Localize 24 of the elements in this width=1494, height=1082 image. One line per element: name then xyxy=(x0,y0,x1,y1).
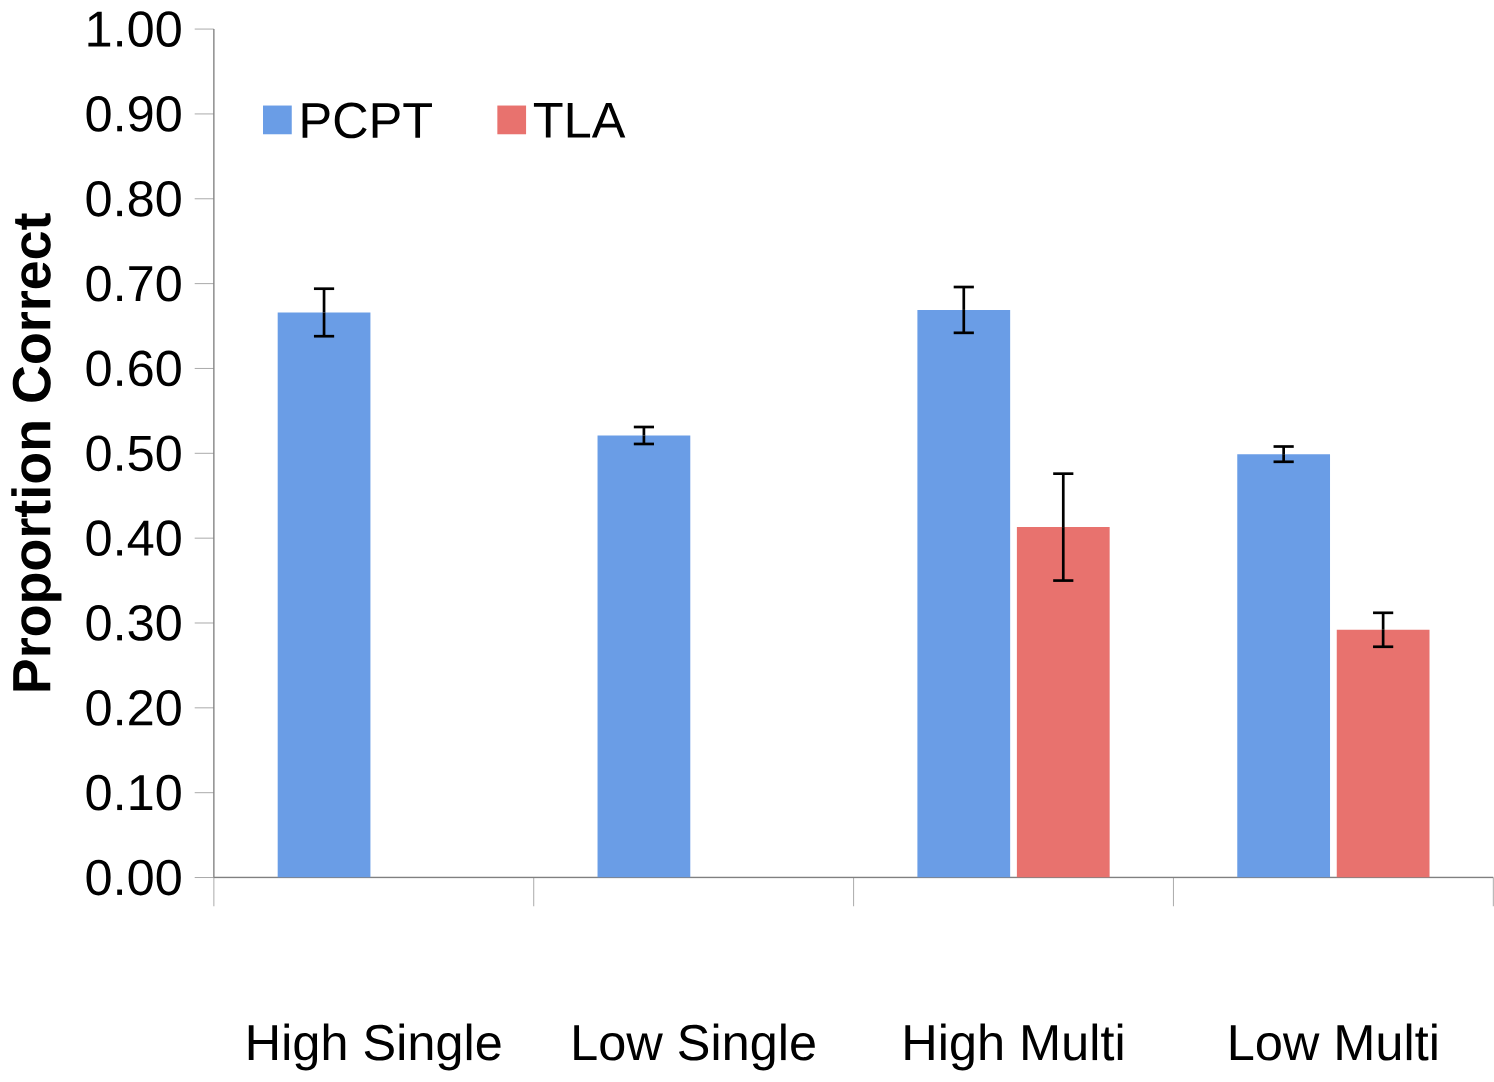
y-tick-label: 0.30 xyxy=(86,605,181,641)
y-tick-label: 0.60 xyxy=(86,350,181,387)
y-axis-title: Proportion Correct xyxy=(11,213,62,691)
y-tick-label: 0.10 xyxy=(86,774,181,811)
x-tick-label: High Single xyxy=(248,1023,501,1071)
bar xyxy=(917,310,1011,878)
y-tick-label: 0.70 xyxy=(86,265,181,302)
y-tick-label: 0.40 xyxy=(86,520,181,557)
y-tick-label: 0.90 xyxy=(86,96,181,132)
y-tick-label: 0.20 xyxy=(86,690,181,726)
x-tick-label: Low Multi xyxy=(1230,1023,1437,1061)
y-tick-label: 1.00 xyxy=(88,11,181,48)
y-tick-label: 0.00 xyxy=(86,859,181,896)
bar xyxy=(1016,527,1110,878)
legend-label: PCPT xyxy=(302,102,432,139)
legend-label: TLA xyxy=(533,102,626,138)
y-tick-label: 0.80 xyxy=(86,180,181,217)
bar xyxy=(597,435,691,878)
bar xyxy=(1336,629,1430,878)
x-tick-label: High Multi xyxy=(905,1023,1123,1071)
bar xyxy=(1237,454,1331,878)
y-tick-label: 0.50 xyxy=(86,435,181,472)
x-tick-label: Low Single xyxy=(574,1023,815,1071)
bar xyxy=(277,312,371,878)
